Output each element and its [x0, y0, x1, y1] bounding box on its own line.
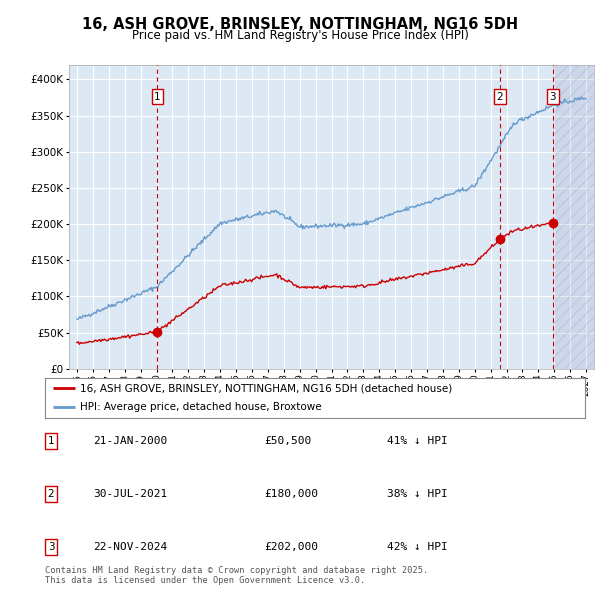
Text: 21-JAN-2000: 21-JAN-2000 [93, 436, 167, 445]
Text: £180,000: £180,000 [264, 489, 318, 499]
Text: 3: 3 [47, 542, 55, 552]
Text: 22-NOV-2024: 22-NOV-2024 [93, 542, 167, 552]
Text: 3: 3 [550, 92, 556, 102]
Text: £202,000: £202,000 [264, 542, 318, 552]
Text: £50,500: £50,500 [264, 436, 311, 445]
Text: 16, ASH GROVE, BRINSLEY, NOTTINGHAM, NG16 5DH: 16, ASH GROVE, BRINSLEY, NOTTINGHAM, NG1… [82, 17, 518, 31]
Text: 42% ↓ HPI: 42% ↓ HPI [387, 542, 448, 552]
Text: 16, ASH GROVE, BRINSLEY, NOTTINGHAM, NG16 5DH (detached house): 16, ASH GROVE, BRINSLEY, NOTTINGHAM, NG1… [80, 384, 452, 394]
Text: Contains HM Land Registry data © Crown copyright and database right 2025.
This d: Contains HM Land Registry data © Crown c… [45, 566, 428, 585]
Text: 2: 2 [497, 92, 503, 102]
Text: 41% ↓ HPI: 41% ↓ HPI [387, 436, 448, 445]
Bar [553, 65, 594, 369]
Text: 1: 1 [154, 92, 161, 102]
Text: 38% ↓ HPI: 38% ↓ HPI [387, 489, 448, 499]
Text: 2: 2 [47, 489, 55, 499]
Text: HPI: Average price, detached house, Broxtowe: HPI: Average price, detached house, Brox… [80, 402, 322, 412]
Text: 30-JUL-2021: 30-JUL-2021 [93, 489, 167, 499]
Text: Price paid vs. HM Land Registry's House Price Index (HPI): Price paid vs. HM Land Registry's House … [131, 30, 469, 42]
Text: 1: 1 [47, 436, 55, 445]
